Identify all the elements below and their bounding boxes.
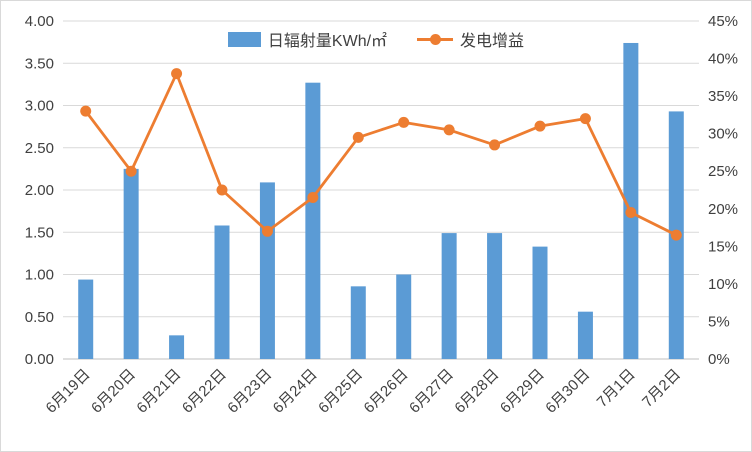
svg-text:7月1日: 7月1日 [594,366,639,411]
svg-text:1.50: 1.50 [25,224,54,241]
svg-text:5%: 5% [708,313,730,330]
svg-text:0.00: 0.00 [25,351,54,368]
svg-text:6月24日: 6月24日 [270,366,321,417]
svg-text:20%: 20% [708,201,738,218]
svg-text:25%: 25% [708,163,738,180]
svg-text:6月23日: 6月23日 [224,366,275,417]
svg-text:6月20日: 6月20日 [88,366,139,417]
svg-text:2.50: 2.50 [25,140,54,157]
svg-text:0%: 0% [708,351,730,368]
svg-text:30%: 30% [708,126,738,143]
bar-series-swatch [227,31,261,47]
svg-text:6月27日: 6月27日 [406,366,457,417]
svg-text:45%: 45% [708,13,738,30]
svg-text:1.00: 1.00 [25,267,54,284]
svg-text:6月25日: 6月25日 [315,366,366,417]
legend-item-gain: 发电增益 [417,27,524,51]
svg-text:6月21日: 6月21日 [133,366,184,417]
svg-text:15%: 15% [708,238,738,255]
svg-text:35%: 35% [708,88,738,105]
svg-text:40%: 40% [708,51,738,68]
svg-text:0.50: 0.50 [25,309,54,326]
svg-text:6月28日: 6月28日 [451,366,502,417]
svg-text:6月22日: 6月22日 [179,366,230,417]
svg-text:4.00: 4.00 [25,13,54,30]
legend-item-radiation: 日辐射量KWh/㎡ [227,27,388,51]
svg-text:3.50: 3.50 [25,55,54,72]
svg-text:3.00: 3.00 [25,98,54,115]
svg-text:2.00: 2.00 [25,182,54,199]
chart-legend: 日辐射量KWh/㎡ 发电增益 [1,27,751,51]
line-series-swatch [417,33,454,45]
legend-label-gain: 发电增益 [460,33,525,50]
line-swatch-marker [430,33,442,45]
legend-label-radiation: 日辐射量KWh/㎡ [267,33,388,50]
svg-text:6月19日: 6月19日 [43,366,94,417]
svg-text:6月26日: 6月26日 [361,366,412,417]
svg-text:7月2日: 7月2日 [639,366,684,411]
svg-text:10%: 10% [708,276,738,293]
svg-text:6月29日: 6月29日 [497,366,548,417]
svg-text:6月30日: 6月30日 [542,366,593,417]
